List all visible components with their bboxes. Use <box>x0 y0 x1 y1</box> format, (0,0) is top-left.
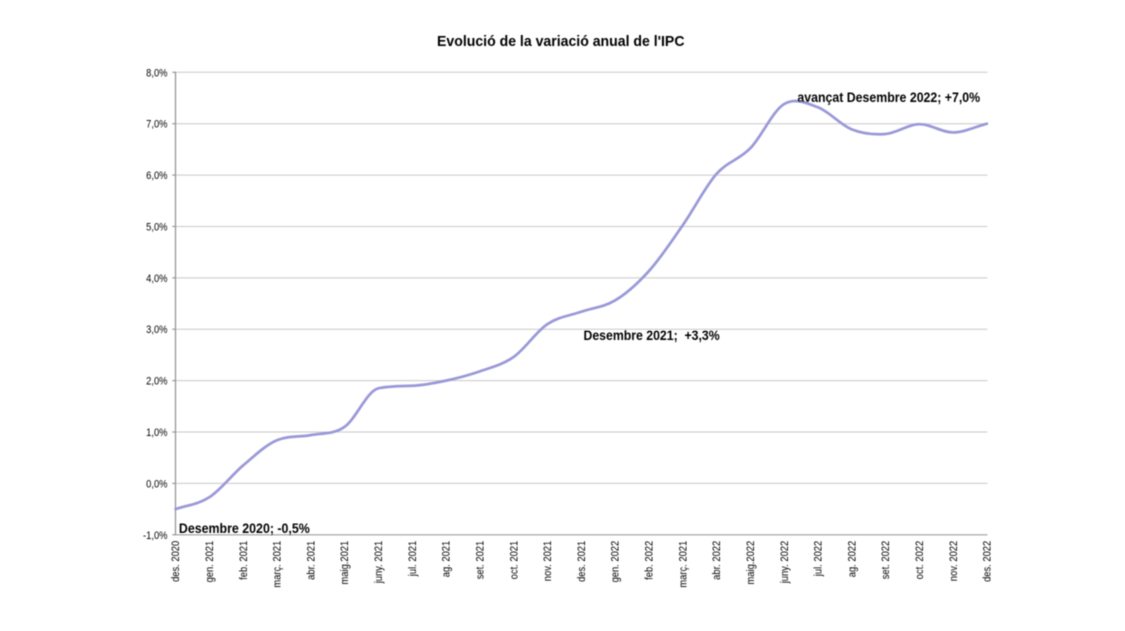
svg-text:feb. 2021: feb. 2021 <box>238 540 250 579</box>
svg-text:5,0%: 5,0% <box>146 222 167 234</box>
svg-text:des. 2022: des. 2022 <box>982 540 994 581</box>
svg-text:maig.2022: maig.2022 <box>745 540 757 584</box>
svg-text:des. 2020: des. 2020 <box>171 540 183 581</box>
svg-text:juny. 2022: juny. 2022 <box>779 540 791 584</box>
svg-text:Evolució de la variació anual: Evolució de la variació anual de l'IPC <box>437 34 684 50</box>
svg-text:3,0%: 3,0% <box>146 325 167 337</box>
svg-text:juny. 2021: juny. 2021 <box>373 540 385 584</box>
svg-text:jul. 2022: jul. 2022 <box>813 540 825 577</box>
svg-text:Desembre 2021; +3,3%: Desembre 2021; +3,3% <box>583 327 720 343</box>
svg-text:feb. 2022: feb. 2022 <box>644 540 656 579</box>
svg-text:ag. 2022: ag. 2022 <box>847 540 859 577</box>
svg-text:set. 2022: set. 2022 <box>881 540 893 579</box>
svg-text:-1,0%: -1,0% <box>143 530 168 542</box>
svg-text:nov. 2021: nov. 2021 <box>543 540 555 581</box>
svg-text:6,0%: 6,0% <box>146 171 167 183</box>
svg-text:jul. 2021: jul. 2021 <box>407 540 419 577</box>
svg-text:set. 2021: set. 2021 <box>475 540 487 579</box>
svg-text:7,0%: 7,0% <box>146 119 167 131</box>
svg-text:març. 2021: març. 2021 <box>272 540 284 587</box>
svg-text:gen. 2021: gen. 2021 <box>204 540 216 582</box>
svg-text:abr. 2021: abr. 2021 <box>306 540 318 579</box>
svg-text:nov. 2022: nov. 2022 <box>948 540 960 581</box>
svg-text:abr. 2022: abr. 2022 <box>712 540 724 579</box>
svg-text:març. 2021: març. 2021 <box>678 540 690 587</box>
svg-text:oct. 2022: oct. 2022 <box>914 540 926 579</box>
svg-text:0,0%: 0,0% <box>146 479 167 491</box>
svg-text:1,0%: 1,0% <box>146 427 167 439</box>
svg-text:gen. 2022: gen. 2022 <box>610 540 622 582</box>
svg-text:4,0%: 4,0% <box>146 273 167 285</box>
svg-text:2,0%: 2,0% <box>146 376 167 388</box>
svg-text:Desembre 2020; -0,5%: Desembre 2020; -0,5% <box>179 520 310 536</box>
svg-text:maig.2021: maig.2021 <box>340 540 352 584</box>
svg-text:avançat Desembre 2022; +7,0%: avançat Desembre 2022; +7,0% <box>797 89 980 105</box>
svg-text:8,0%: 8,0% <box>146 68 167 80</box>
svg-text:ag. 2021: ag. 2021 <box>441 540 453 577</box>
svg-text:oct. 2021: oct. 2021 <box>509 540 521 579</box>
svg-text:des. 2021: des. 2021 <box>576 540 588 581</box>
